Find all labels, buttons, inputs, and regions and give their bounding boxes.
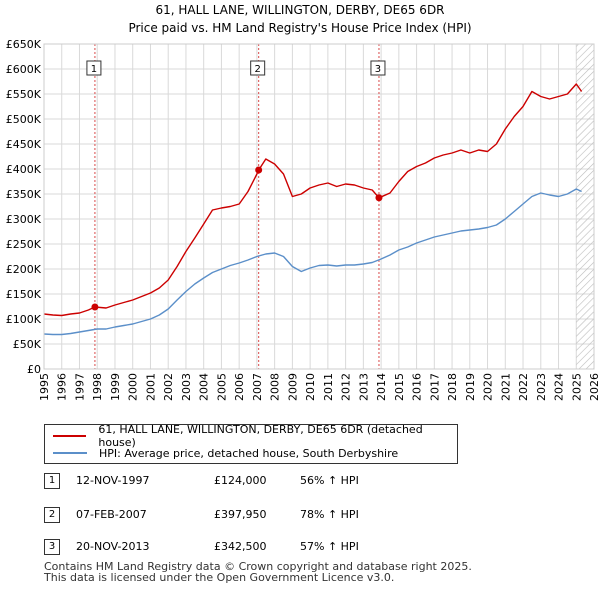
x-tick-label: 2017 [428,373,441,401]
sale-point-marker [375,194,383,202]
price-chart: 61, HALL LANE, WILLINGTON, DERBY, DE65 6… [6,3,600,401]
transaction-hpi: 78% ↑ HPI [300,508,359,521]
transaction-number: 1 [44,473,60,489]
x-tick-label: 2023 [535,373,548,401]
chart-subtitle: Price paid vs. HM Land Registry's House … [128,21,471,35]
x-tick-label: 2008 [269,373,282,401]
x-tick-label: 1996 [56,373,69,401]
legend-swatch-property [53,435,87,437]
sale-number-label: 3 [375,64,381,75]
x-tick-label: 2014 [375,373,388,401]
x-tick-label: 2015 [393,373,406,401]
table-row: 3 20-NOV-2013 £342,500 57% ↑ HPI [0,538,600,558]
x-tick-label: 1998 [91,373,104,401]
x-tick-label: 2012 [340,373,353,401]
table-row: 2 07-FEB-2007 £397,950 78% ↑ HPI [0,506,600,526]
x-tick-label: 2021 [499,373,512,401]
y-tick-label: £300K [6,213,42,226]
x-tick-label: 2007 [251,373,264,401]
x-tick-label: 2016 [411,373,424,401]
x-tick-label: 2002 [162,373,175,401]
hpi-line [43,188,582,336]
plot-area [44,44,594,369]
x-tick-label: 2018 [446,373,459,401]
transaction-date: 07-FEB-2007 [76,508,147,521]
table-row: 1 12-NOV-1997 £124,000 56% ↑ HPI [0,472,600,492]
x-tick-label: 2005 [215,373,228,401]
y-tick-label: £600K [6,63,42,76]
sale-number-box [86,60,102,76]
x-tick-label: 2026 [588,373,600,401]
x-tick-label: 2000 [127,373,140,401]
transaction-date: 20-NOV-2013 [76,540,150,553]
y-tick-label: £550K [6,88,42,101]
transaction-price: £342,500 [214,540,267,553]
sale-point-marker [255,166,263,174]
x-tick-label: 2010 [304,373,317,401]
footer-copyright: Contains HM Land Registry data © Crown c… [44,560,472,573]
x-tick-label: 2020 [482,373,495,401]
y-tick-label: £250K [6,238,42,251]
transaction-price: £124,000 [214,474,267,487]
property-price-line [43,83,583,317]
legend-item-hpi: HPI: Average price, detached house, Sout… [53,445,398,461]
y-tick-label: £500K [6,113,42,126]
y-tick-label: £150K [6,288,42,301]
transaction-number: 2 [44,507,60,523]
x-tick-label: 1997 [73,373,86,401]
sale-number-box [250,60,266,76]
x-tick-label: 2004 [198,373,211,401]
y-tick-label: £100K [6,313,42,326]
x-tick-label: 2006 [233,373,246,401]
sale-point-marker [91,303,99,311]
x-tick-label: 1995 [38,373,51,401]
legend-swatch-hpi [53,452,87,454]
y-tick-label: £650K [6,38,42,51]
y-tick-label: £0 [27,363,41,376]
footer: Contains HM Land Registry data © Crown c… [44,561,472,583]
x-tick-label: 2025 [570,373,583,401]
x-tick-label: 2024 [553,373,566,401]
y-tick-label: £50K [13,338,42,351]
footer-licence: This data is licensed under the Open Gov… [44,571,395,584]
plot-border [43,43,595,370]
legend-label-property: 61, HALL LANE, WILLINGTON, DERBY, DE65 6… [98,423,423,449]
y-tick-label: £200K [6,263,42,276]
chart-title: 61, HALL LANE, WILLINGTON, DERBY, DE65 6… [155,3,444,17]
transaction-price: £397,950 [214,508,267,521]
legend-item-property: 61, HALL LANE, WILLINGTON, DERBY, DE65 6… [53,423,457,449]
x-tick-label: 2019 [464,373,477,401]
transaction-hpi: 57% ↑ HPI [300,540,359,553]
sale-number-label: 2 [254,64,260,75]
sale-number-box [370,60,386,76]
y-tick-label: £350K [6,188,42,201]
x-tick-label: 2001 [144,373,157,401]
y-tick-label: £400K [6,163,42,176]
x-tick-label: 2009 [286,373,299,401]
y-tick-label: £450K [6,138,42,151]
x-tick-label: 1999 [109,373,122,401]
sale-number-label: 1 [91,64,97,75]
chart-legend: 61, HALL LANE, WILLINGTON, DERBY, DE65 6… [44,423,458,464]
transaction-number: 3 [44,539,60,555]
x-tick-label: 2011 [322,373,335,401]
legend-label-hpi: HPI: Average price, detached house, Sout… [99,446,399,460]
x-tick-label: 2003 [180,373,193,401]
transaction-hpi: 56% ↑ HPI [300,474,359,487]
x-tick-label: 2013 [357,373,370,401]
transaction-date: 12-NOV-1997 [76,474,150,487]
x-tick-label: 2022 [517,373,530,401]
future-hatch-region [576,44,594,369]
